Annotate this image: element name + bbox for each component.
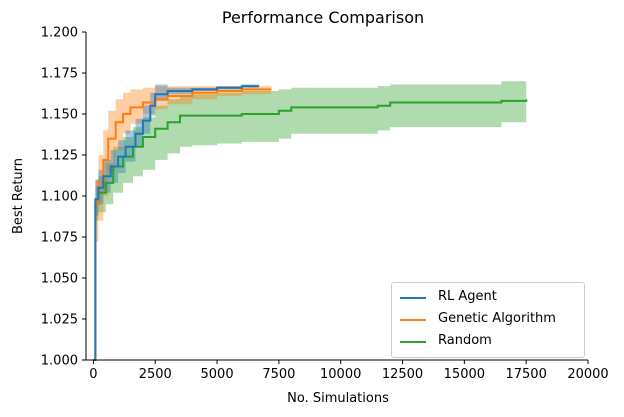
legend-swatch [400,319,426,321]
y-tick-label: 1.100 [41,190,78,205]
series-line-rl-agent [93,85,260,361]
x-tick-label: 5000 [201,367,234,382]
legend-label: Random [438,333,492,348]
legend-swatch [400,297,426,299]
x-ticks: 0 2500 5000 7500 10000 12500 15000 17500 20000 [89,360,609,382]
series-line-random [93,99,528,361]
y-tick-label: 1.025 [41,313,78,328]
legend-label: RL Agent [438,289,497,304]
y-tick-label: 1.175 [41,67,78,82]
x-tick-label: 12500 [382,367,423,382]
x-tick-label: 2500 [139,367,172,382]
x-tick-label: 20000 [567,367,608,382]
confidence-band-rl-agent [93,84,260,360]
confidence-bands [93,79,527,360]
legend-item-rl-agent: RL Agent [392,288,584,308]
x-tick-label: 17500 [505,367,546,382]
confidence-band-random [93,79,527,360]
legend-label: Genetic Algorithm [438,311,556,326]
x-tick-label: 10000 [320,367,361,382]
y-tick-label: 1.000 [41,354,78,369]
series-lines [93,85,528,361]
chart-title: Performance Comparison [222,8,424,27]
y-axis-label: Best Return [11,158,26,234]
y-tick-label: 1.075 [41,231,78,246]
y-tick-label: 1.050 [41,272,78,287]
y-tick-label: 1.150 [41,108,78,123]
series-line-genetic-algorithm [93,88,272,361]
legend-swatch [400,341,426,343]
y-tick-label: 1.125 [41,149,78,164]
x-tick-label: 7500 [262,367,295,382]
legend-item-random: Random [392,332,584,352]
x-tick-label: 0 [89,367,97,382]
legend-item-genetic-algorithm: Genetic Algorithm [392,310,584,330]
legend: RL Agent Genetic Algorithm Random [391,282,585,358]
x-axis-label: No. Simulations [287,391,389,406]
confidence-band-genetic-algorithm [93,86,272,360]
y-tick-label: 1.200 [41,26,78,41]
y-ticks: 1.000 1.025 1.050 1.075 1.100 1.125 1.150 1.175… [41,26,86,369]
x-tick-label: 15000 [444,367,485,382]
